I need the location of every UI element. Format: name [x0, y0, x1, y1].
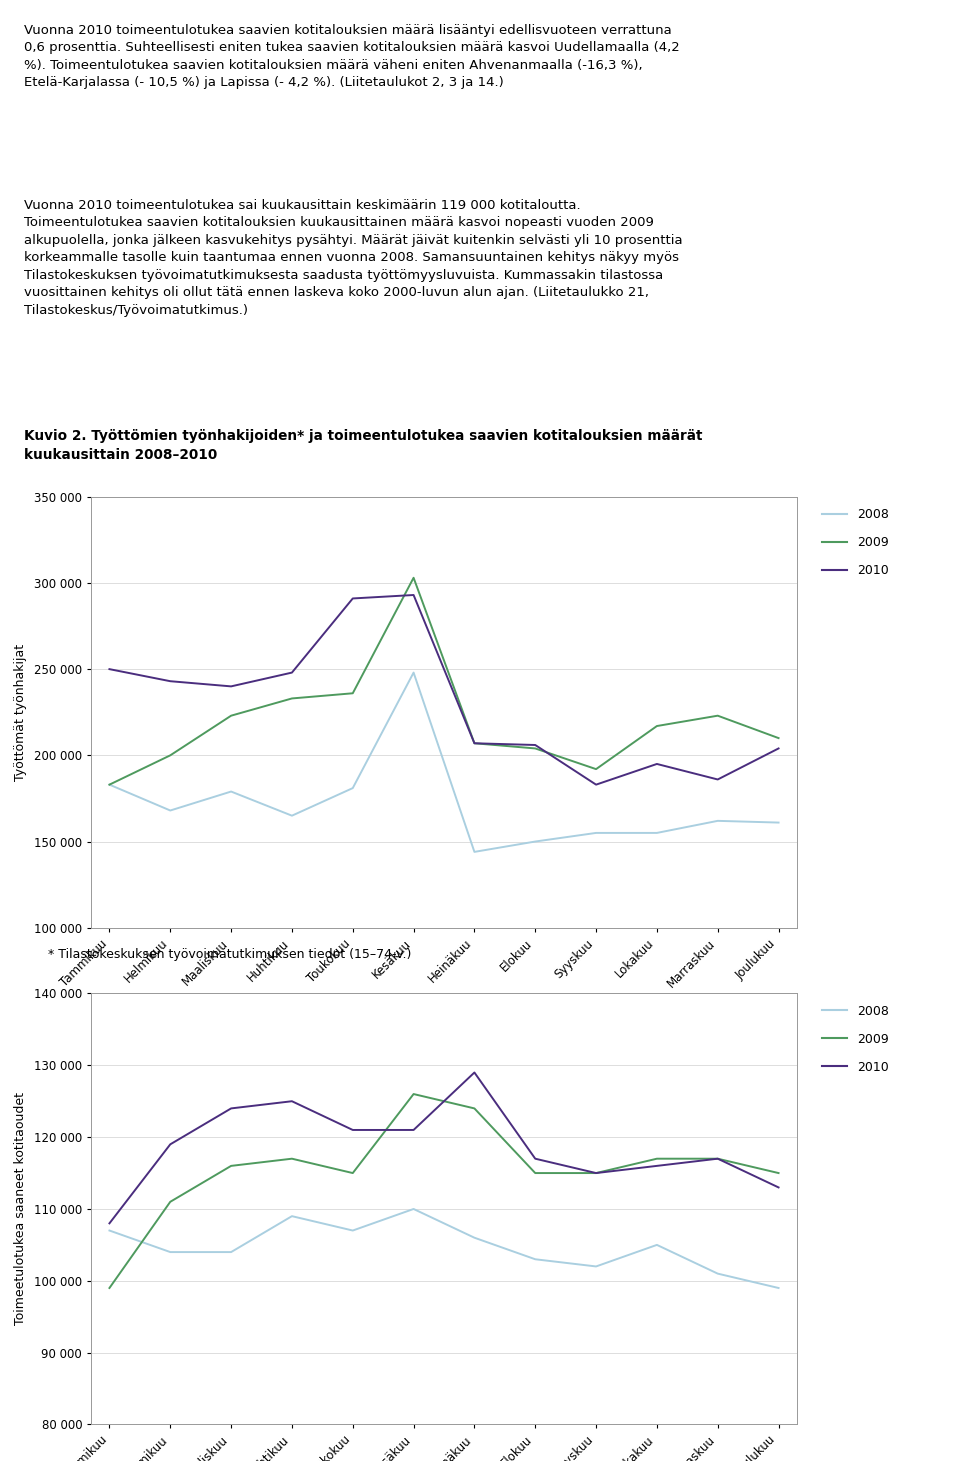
2010	[651, 755, 662, 773]
2009	[408, 1086, 420, 1103]
2008	[408, 663, 420, 681]
2008	[590, 824, 602, 842]
2008	[530, 1251, 541, 1268]
2008	[468, 843, 480, 861]
2009	[164, 1194, 176, 1211]
2008	[164, 802, 176, 820]
2010	[347, 1121, 358, 1138]
2009	[773, 1164, 784, 1182]
2009	[590, 760, 602, 777]
2008	[226, 1243, 237, 1261]
2008	[773, 1280, 784, 1297]
2008	[286, 1207, 298, 1224]
2008	[773, 814, 784, 831]
2010	[104, 660, 115, 678]
2008	[286, 806, 298, 824]
2009	[530, 739, 541, 757]
2010	[468, 1064, 480, 1081]
Line: 2008: 2008	[109, 1210, 779, 1289]
2008	[408, 1201, 420, 1218]
2010	[590, 776, 602, 793]
2009	[347, 685, 358, 703]
2010	[408, 586, 420, 603]
2008	[226, 783, 237, 801]
Text: Vuonna 2010 toimeentulotukea saavien kotitalouksien määrä lisääntyi edellisvuote: Vuonna 2010 toimeentulotukea saavien kot…	[24, 23, 680, 89]
Line: 2010: 2010	[109, 595, 779, 785]
2009	[530, 1164, 541, 1182]
2008	[590, 1258, 602, 1275]
2010	[712, 1150, 724, 1167]
Legend: 2008, 2009, 2010: 2008, 2009, 2010	[817, 999, 894, 1078]
Line: 2010: 2010	[109, 1072, 779, 1223]
Y-axis label: Työttömät työnhakijat: Työttömät työnhakijat	[14, 644, 27, 780]
2008	[712, 1265, 724, 1283]
2010	[347, 590, 358, 608]
2008	[712, 812, 724, 830]
2009	[712, 1150, 724, 1167]
2010	[226, 678, 237, 695]
2009	[226, 1157, 237, 1175]
2009	[590, 1164, 602, 1182]
2010	[468, 735, 480, 752]
2009	[104, 776, 115, 793]
2008	[104, 776, 115, 793]
2008	[651, 824, 662, 842]
2010	[164, 672, 176, 690]
2010	[651, 1157, 662, 1175]
2009	[408, 568, 420, 586]
2009	[712, 707, 724, 725]
Legend: 2008, 2009, 2010: 2008, 2009, 2010	[817, 503, 894, 581]
2008	[104, 1221, 115, 1239]
2008	[530, 833, 541, 850]
2009	[164, 747, 176, 764]
2010	[530, 1150, 541, 1167]
2010	[164, 1135, 176, 1153]
2008	[468, 1229, 480, 1246]
2010	[286, 1093, 298, 1110]
Y-axis label: Toimeetulotukea saaneet kotitaoudet: Toimeetulotukea saaneet kotitaoudet	[14, 1093, 27, 1325]
2010	[104, 1214, 115, 1232]
2009	[651, 1150, 662, 1167]
Line: 2009: 2009	[109, 1094, 779, 1289]
Text: * Tilastokeskuksen työvoimatutkimuksen tiedot (15–74-v.): * Tilastokeskuksen työvoimatutkimuksen t…	[48, 948, 412, 960]
2010	[712, 771, 724, 789]
2009	[286, 690, 298, 707]
2009	[226, 707, 237, 725]
2009	[651, 717, 662, 735]
2010	[530, 736, 541, 754]
2010	[226, 1100, 237, 1118]
2010	[408, 1121, 420, 1138]
Line: 2008: 2008	[109, 672, 779, 852]
2008	[347, 1221, 358, 1239]
2009	[286, 1150, 298, 1167]
2010	[590, 1164, 602, 1182]
Text: Kuvio 2. Työttömien työnhakijoiden* ja toimeentulotukea saavien kotitalouksien m: Kuvio 2. Työttömien työnhakijoiden* ja t…	[24, 430, 703, 462]
Text: Vuonna 2010 toimeentulotukea sai kuukausittain keskimäärin 119 000 kotitaloutta.: Vuonna 2010 toimeentulotukea sai kuukaus…	[24, 199, 683, 317]
2009	[468, 735, 480, 752]
2008	[651, 1236, 662, 1254]
2009	[104, 1280, 115, 1297]
2009	[468, 1100, 480, 1118]
2008	[164, 1243, 176, 1261]
2010	[773, 1179, 784, 1197]
2009	[773, 729, 784, 747]
2008	[347, 779, 358, 796]
2009	[347, 1164, 358, 1182]
Line: 2009: 2009	[109, 577, 779, 785]
2010	[773, 739, 784, 757]
2010	[286, 663, 298, 681]
